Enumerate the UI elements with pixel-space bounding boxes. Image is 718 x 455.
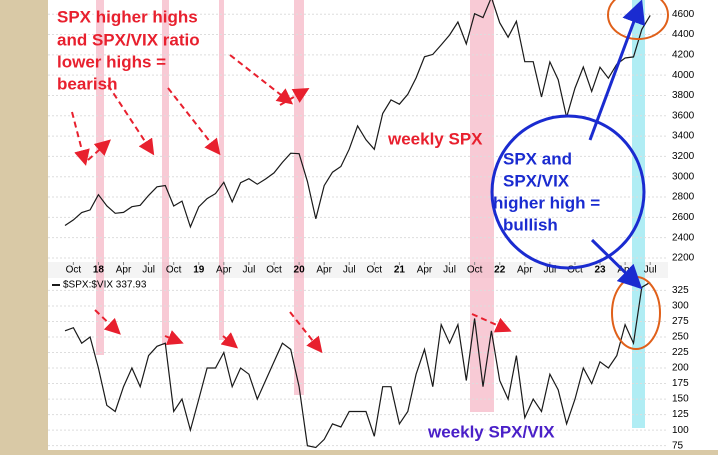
x-tick-label: Oct bbox=[367, 265, 383, 276]
band bbox=[96, 0, 104, 355]
x-tick-label: Jul bbox=[142, 265, 155, 276]
bottom-panel bbox=[48, 278, 668, 450]
y-tick-label: 275 bbox=[672, 316, 689, 327]
y-tick-label: 3200 bbox=[672, 151, 695, 162]
annotation: bullish bbox=[503, 215, 558, 234]
band bbox=[219, 0, 224, 340]
right-axis-area bbox=[668, 0, 718, 450]
annotation: weekly SPX bbox=[387, 129, 483, 148]
bullish-circle bbox=[490, 114, 646, 270]
x-tick-label: Oct bbox=[66, 265, 82, 276]
arrow bbox=[289, 311, 323, 354]
arrow bbox=[590, 238, 643, 290]
annotation-arrows bbox=[71, 54, 512, 354]
y-tick-label: 200 bbox=[672, 363, 689, 374]
arrow bbox=[167, 87, 221, 156]
series-line bbox=[64, 0, 651, 229]
y-tick-label: 250 bbox=[672, 332, 689, 343]
annotation: and SPX/VIX ratio bbox=[57, 30, 200, 49]
annotation: bearish bbox=[57, 74, 117, 93]
series-line bbox=[64, 281, 651, 449]
annotation: lower highs = bbox=[57, 52, 166, 71]
y-tick-label: 2600 bbox=[672, 212, 695, 223]
annotation: SPX higher highs bbox=[57, 7, 198, 26]
y-tick-label: 75 bbox=[672, 440, 684, 450]
x-tick-label: Oct bbox=[467, 265, 483, 276]
x-tick-label: 21 bbox=[394, 265, 406, 276]
highlight-circle bbox=[607, 0, 669, 40]
annotation: SPX/VIX bbox=[503, 171, 570, 190]
x-tick-label: Oct bbox=[266, 265, 282, 276]
y-tick-label: 325 bbox=[672, 285, 689, 296]
x-tick-label: 23 bbox=[594, 265, 606, 276]
x-tick-label: Jul bbox=[543, 265, 556, 276]
x-tick-label: 20 bbox=[294, 265, 306, 276]
y-tick-label: 2400 bbox=[672, 232, 695, 243]
band bbox=[632, 0, 645, 428]
y-tick-label: 4400 bbox=[672, 29, 695, 40]
x-tick-label: Oct bbox=[567, 265, 583, 276]
y-tick-label: 3000 bbox=[672, 171, 695, 182]
x-tick-label: Jul bbox=[644, 265, 657, 276]
y-tick-label: 225 bbox=[672, 347, 689, 358]
x-tick-label: Apr bbox=[216, 265, 232, 276]
y-tick-label: 125 bbox=[672, 409, 689, 420]
arrow bbox=[588, 0, 646, 141]
y-tick-label: 3800 bbox=[672, 90, 695, 101]
x-tick-label: Apr bbox=[116, 265, 132, 276]
arrow bbox=[87, 139, 111, 161]
x-tick-label: Oct bbox=[166, 265, 182, 276]
band bbox=[470, 0, 494, 412]
annotation: SPX and bbox=[503, 149, 572, 168]
y-tick-label: 2200 bbox=[672, 253, 695, 264]
y-tick-label: 100 bbox=[672, 425, 689, 436]
x-tick-label: 19 bbox=[193, 265, 205, 276]
arrow bbox=[471, 313, 512, 333]
arrow bbox=[279, 88, 310, 106]
x-tick-label: Apr bbox=[517, 265, 533, 276]
y-tick-label: 4600 bbox=[672, 9, 695, 20]
y-tick-label: 2800 bbox=[672, 192, 695, 203]
band bbox=[294, 0, 304, 395]
x-tick-label: Jul bbox=[443, 265, 456, 276]
arrow bbox=[107, 84, 155, 156]
arrow bbox=[94, 309, 121, 335]
x-tick-label: 18 bbox=[93, 265, 105, 276]
x-tick-label: Jul bbox=[243, 265, 256, 276]
y-tick-label: 150 bbox=[672, 394, 689, 405]
y-tick-label: 4200 bbox=[672, 49, 695, 60]
arrow bbox=[220, 332, 239, 349]
x-tick-label: Apr bbox=[417, 265, 433, 276]
arrow bbox=[229, 54, 294, 105]
y-tick-label: 3600 bbox=[672, 110, 695, 121]
x-tick-label: Jul bbox=[343, 265, 356, 276]
x-tick-label: Apr bbox=[316, 265, 332, 276]
arrow bbox=[164, 330, 184, 345]
annotation: weekly SPX/VIX bbox=[427, 422, 555, 441]
y-tick-label: 300 bbox=[672, 301, 689, 312]
arrow bbox=[71, 111, 90, 166]
y-tick-label: 3400 bbox=[672, 131, 695, 142]
y-tick-label: 175 bbox=[672, 378, 689, 389]
y-tick-label: 4000 bbox=[672, 70, 695, 81]
band bbox=[162, 0, 169, 345]
top-panel bbox=[48, 0, 668, 262]
legend-label: $SPX:$VIX 337.93 bbox=[63, 280, 147, 291]
x-tick-label: 22 bbox=[494, 265, 506, 276]
annotation: higher high = bbox=[493, 193, 600, 212]
